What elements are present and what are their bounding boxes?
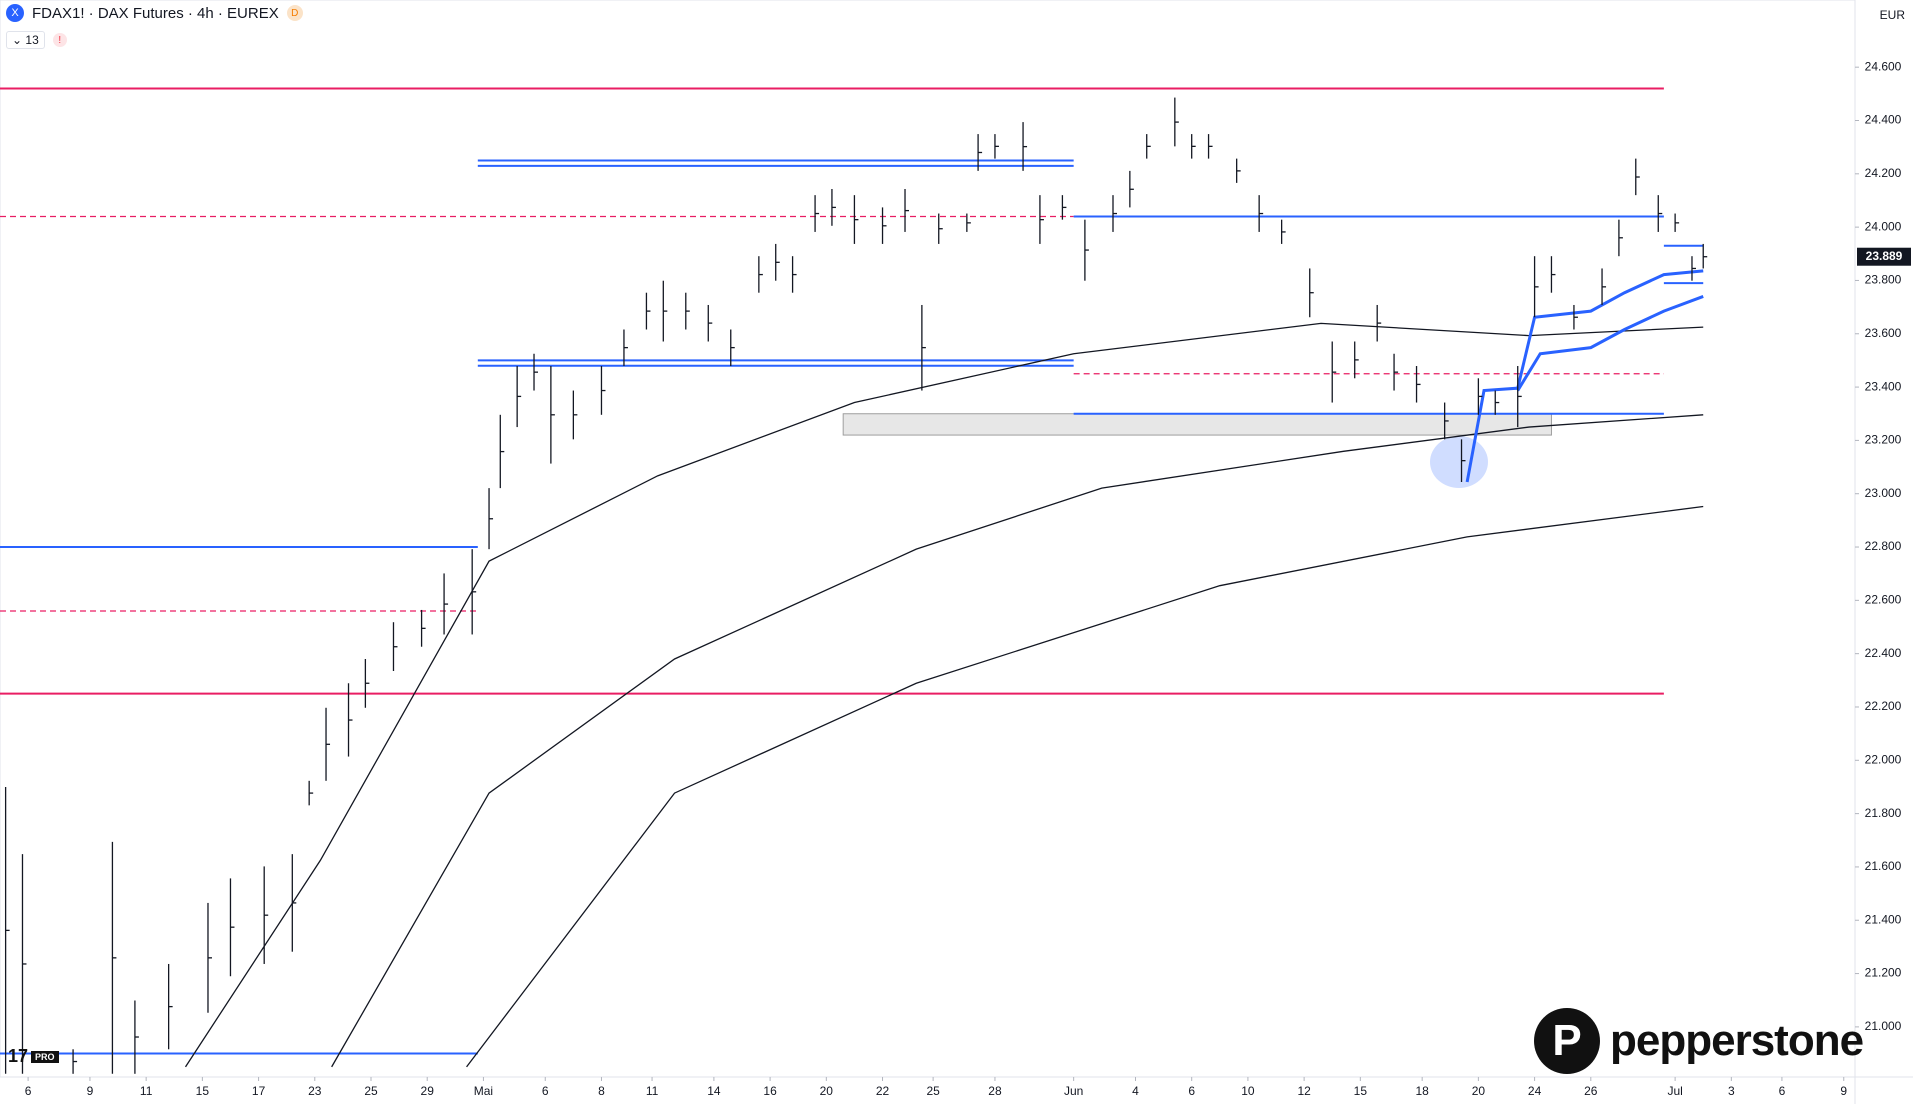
last-price-box <box>1857 247 1911 266</box>
header: X FDAX1! · DAX Futures · 4h · EUREX D <box>6 4 303 22</box>
x-tick-label: 14 <box>707 1084 721 1098</box>
x-tick-label: 20 <box>1472 1084 1486 1098</box>
y-tick-label: 23.800 <box>1865 273 1902 287</box>
x-tick-label: 11 <box>646 1084 659 1098</box>
x-tick-label: 16 <box>763 1084 777 1098</box>
y-tick-label: 22.600 <box>1865 593 1902 607</box>
x-tick-label: 26 <box>1584 1084 1598 1098</box>
y-tick-label: 24.400 <box>1865 113 1902 127</box>
moving-average <box>466 505 1704 1068</box>
currency[interactable]: EUR <box>1879 8 1905 22</box>
x-tick-label: 6 <box>25 1084 32 1098</box>
x-tick-label: 29 <box>421 1084 435 1098</box>
brand-name: pepperstone <box>1610 1016 1864 1065</box>
last-price-label: 23.889 <box>1866 249 1903 263</box>
platform-logo: 17 PRO <box>8 1046 59 1067</box>
moving-average <box>1465 269 1704 483</box>
x-tick-label: 23 <box>308 1084 322 1098</box>
warning-icon[interactable]: ! <box>52 33 67 47</box>
x-tick-label: 12 <box>1297 1084 1311 1098</box>
brand-icon: P <box>1534 1008 1600 1074</box>
x-tick-label: 24 <box>1528 1084 1542 1098</box>
x-tick-label: 3 <box>1728 1084 1735 1098</box>
x-tick-label: 20 <box>820 1084 834 1098</box>
x-tick-label: 18 <box>1415 1084 1429 1098</box>
y-tick-label: 22.200 <box>1865 699 1902 713</box>
x-tick-label: Jun <box>1064 1084 1083 1098</box>
highlight-circle <box>1430 436 1488 488</box>
indicator-bar[interactable]: ⌄ 13 ! <box>6 31 67 49</box>
x-tick-label: 4 <box>1132 1084 1139 1098</box>
x-tick-label: 9 <box>1840 1084 1847 1098</box>
chart-title: FDAX1! · DAX Futures · 4h · EUREX <box>32 4 279 22</box>
interval-badge: D <box>286 5 303 21</box>
y-tick-label: 22.800 <box>1865 539 1902 553</box>
y-tick-label: 21.400 <box>1865 912 1902 926</box>
y-tick-label: 21.000 <box>1865 1019 1902 1033</box>
x-tick-label: 17 <box>252 1084 266 1098</box>
indicator-count: 13 <box>25 33 39 47</box>
x-tick-label: 6 <box>1188 1084 1195 1098</box>
y-tick-label: 24.000 <box>1865 219 1902 233</box>
x-tick-label: 11 <box>140 1084 153 1098</box>
moving-average <box>331 414 1704 1068</box>
y-tick-label: 23.000 <box>1865 486 1902 500</box>
y-tick-label: 24.200 <box>1865 166 1902 180</box>
y-tick-label: 22.400 <box>1865 646 1902 660</box>
moving-average <box>1516 295 1704 392</box>
x-tick-label: 15 <box>1354 1084 1368 1098</box>
platform-badge: PRO <box>31 1050 59 1063</box>
x-tick-label: 15 <box>196 1084 210 1098</box>
y-tick-label: 24.600 <box>1865 59 1902 73</box>
y-tick-label: 23.200 <box>1865 433 1902 447</box>
x-tick-label: 10 <box>1241 1084 1255 1098</box>
y-tick-label: 23.600 <box>1865 326 1902 340</box>
x-tick-label: 25 <box>926 1084 940 1098</box>
x-tick-label: 25 <box>364 1084 378 1098</box>
moving-average <box>184 322 1704 1068</box>
x-tick-label: Mai <box>474 1084 493 1098</box>
tv-mark: 17 <box>8 1046 29 1066</box>
x-tick-label: Jul <box>1667 1084 1682 1098</box>
x-tick-label: 8 <box>598 1084 605 1098</box>
indicator-toggle[interactable]: ⌄ 13 <box>6 31 45 49</box>
y-tick-label: 21.800 <box>1865 806 1902 820</box>
y-tick-label: 21.600 <box>1865 859 1902 873</box>
x-tick-label: 9 <box>87 1084 94 1098</box>
y-tick-label: 23.400 <box>1865 379 1902 393</box>
x-tick-label: 22 <box>876 1084 890 1098</box>
x-tick-label: 6 <box>542 1084 549 1098</box>
plot-area <box>0 0 1856 1078</box>
symbol-icon: X <box>6 4 24 22</box>
y-tick-label: 22.000 <box>1865 752 1902 766</box>
x-tick-label: 28 <box>988 1084 1002 1098</box>
x-tick-label: 6 <box>1779 1084 1786 1098</box>
y-tick-label: 21.200 <box>1865 966 1902 980</box>
